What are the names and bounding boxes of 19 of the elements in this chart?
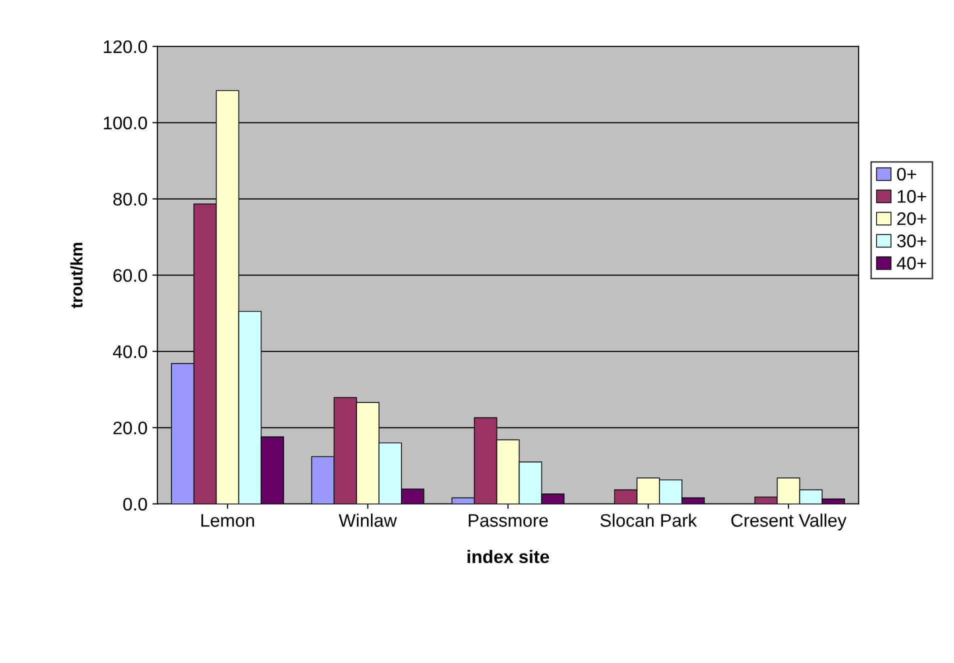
x-axis-title: index site — [468, 550, 550, 564]
y-tick-label: 100.0 — [104, 116, 147, 130]
y-tick-label: 80.0 — [113, 192, 147, 206]
x-tick-label: Lemon — [201, 514, 254, 527]
legend-label: 10+ — [898, 190, 926, 203]
x-tick-label: Winlaw — [338, 514, 397, 527]
legend-label: 30+ — [897, 234, 926, 248]
legend-label: 20+ — [897, 212, 926, 226]
x-tick-label: Passmore — [468, 514, 548, 527]
y-tick-label: 20.0 — [113, 422, 147, 434]
y-tick-label: 40.0 — [112, 345, 147, 358]
x-tick-label: Cresent Valley — [731, 514, 846, 530]
x-tick-label: Slocan Park — [600, 514, 697, 527]
y-tick-label: 60.0 — [113, 269, 147, 282]
y-tick-label: 0.0 — [123, 498, 147, 511]
y-axis-title: trout/km — [70, 242, 83, 308]
legend-label: 0+ — [897, 168, 916, 181]
y-tick-label: 120.0 — [104, 40, 147, 54]
legend-label: 40+ — [896, 256, 926, 270]
